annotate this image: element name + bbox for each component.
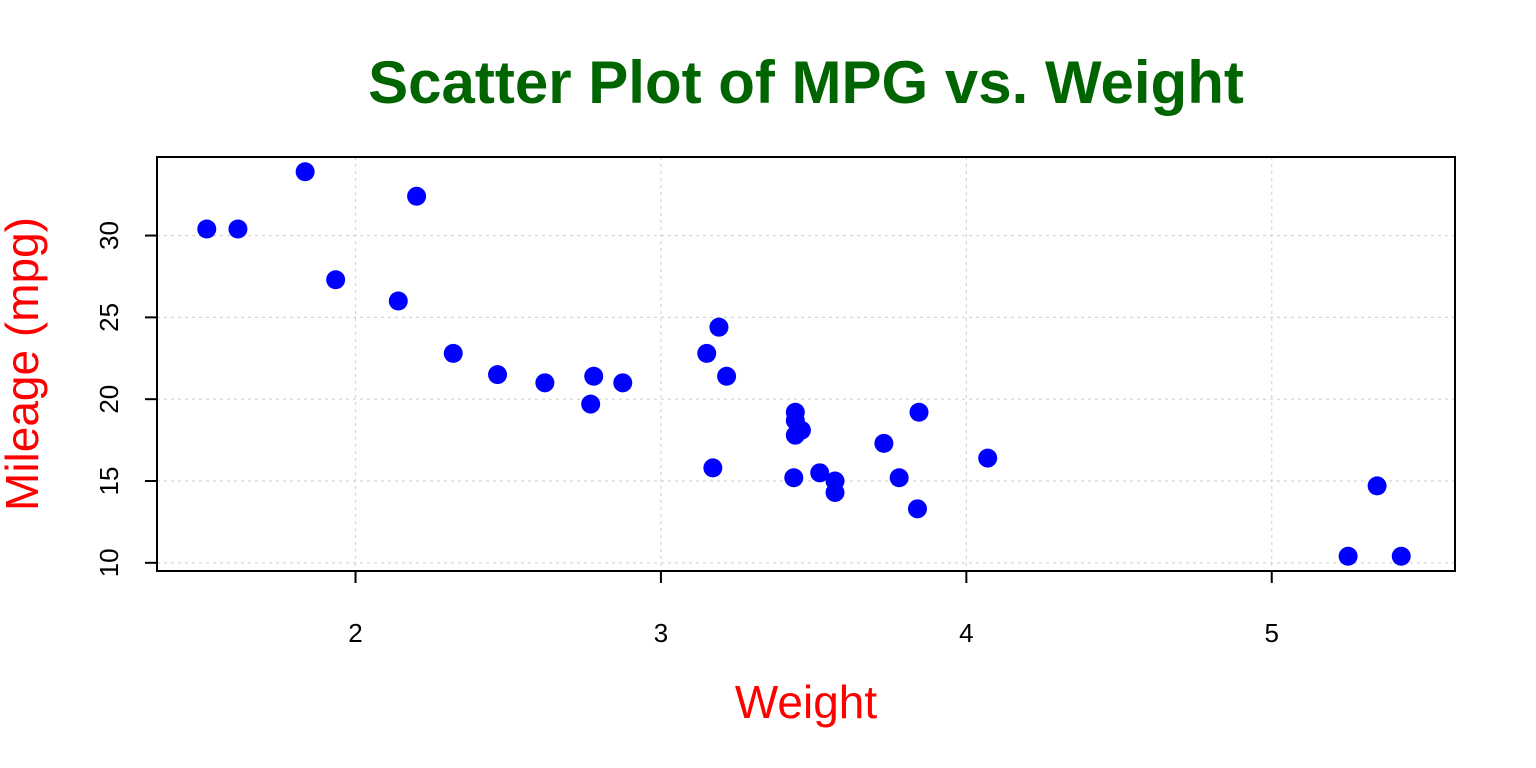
data-point — [717, 366, 737, 386]
data-point — [388, 291, 408, 311]
x-tick-label: 3 — [654, 618, 668, 648]
data-points — [197, 162, 1411, 566]
data-point — [978, 448, 998, 468]
data-point — [697, 343, 717, 363]
y-tick-label: 30 — [94, 221, 124, 250]
data-point — [825, 471, 845, 491]
data-point — [810, 463, 830, 483]
data-point — [785, 402, 805, 422]
x-tick-label: 2 — [348, 618, 362, 648]
y-tick-label: 10 — [94, 548, 124, 577]
data-point — [584, 366, 604, 386]
data-point — [228, 219, 248, 239]
x-tick-label: 5 — [1265, 618, 1279, 648]
data-point — [784, 468, 804, 488]
data-point — [295, 162, 315, 182]
data-point — [613, 373, 633, 393]
data-point — [1391, 546, 1411, 566]
data-point — [1367, 476, 1387, 496]
data-point — [874, 433, 894, 453]
data-point — [1338, 546, 1358, 566]
x-axis: 2 3 4 5 — [348, 571, 1279, 648]
data-point — [703, 458, 723, 478]
data-point — [535, 373, 555, 393]
y-tick-label: 25 — [94, 303, 124, 332]
chart-title: Scatter Plot of MPG vs. Weight — [368, 49, 1244, 116]
data-point — [488, 365, 508, 385]
data-point — [326, 270, 346, 290]
data-point — [909, 402, 929, 422]
data-point — [197, 219, 217, 239]
y-axis: 10 15 20 25 30 — [94, 221, 157, 577]
y-axis-label: Mileage (mpg) — [0, 217, 48, 511]
data-point — [709, 317, 729, 337]
x-axis-label: Weight — [735, 676, 878, 728]
data-point — [889, 468, 909, 488]
plot-frame — [156, 156, 1456, 572]
data-point — [907, 499, 927, 519]
data-point — [407, 186, 427, 206]
grid-lines — [157, 157, 1455, 571]
y-tick-label: 15 — [94, 467, 124, 496]
data-point — [581, 394, 601, 414]
data-point — [443, 343, 463, 363]
x-tick-label: 4 — [959, 618, 973, 648]
y-tick-label: 20 — [94, 385, 124, 414]
data-point — [785, 425, 805, 445]
